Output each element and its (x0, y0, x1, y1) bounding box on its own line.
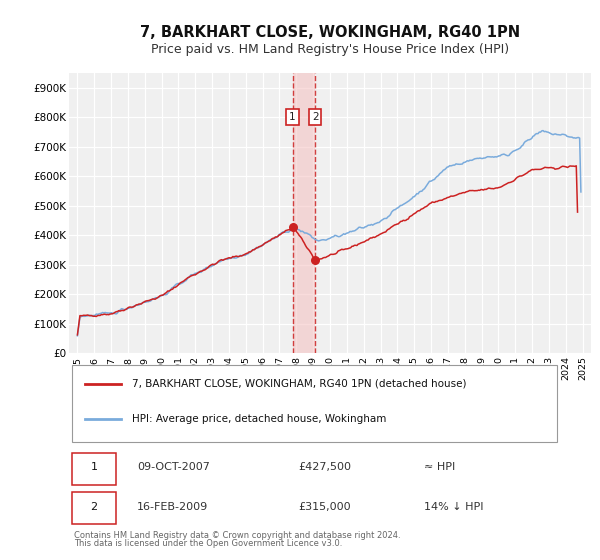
Bar (293, 73, 315, 353)
Text: £427,500: £427,500 (299, 463, 352, 473)
Text: This data is licensed under the Open Government Licence v3.0.: This data is licensed under the Open Gov… (74, 539, 343, 548)
Text: 7, BARKHART CLOSE, WOKINGHAM, RG40 1PN: 7, BARKHART CLOSE, WOKINGHAM, RG40 1PN (140, 25, 520, 40)
Text: 1: 1 (91, 463, 98, 473)
Text: ≈ HPI: ≈ HPI (424, 463, 455, 473)
Text: 2: 2 (312, 112, 319, 122)
FancyBboxPatch shape (71, 365, 557, 442)
FancyBboxPatch shape (71, 492, 116, 524)
Text: £315,000: £315,000 (299, 502, 352, 512)
Text: 09-OCT-2007: 09-OCT-2007 (137, 463, 210, 473)
Text: Price paid vs. HM Land Registry's House Price Index (HPI): Price paid vs. HM Land Registry's House … (151, 43, 509, 55)
Text: 16-FEB-2009: 16-FEB-2009 (137, 502, 208, 512)
Text: 2: 2 (91, 502, 98, 512)
Text: 1: 1 (289, 112, 296, 122)
Text: 14% ↓ HPI: 14% ↓ HPI (424, 502, 484, 512)
FancyBboxPatch shape (71, 452, 116, 485)
Text: 7, BARKHART CLOSE, WOKINGHAM, RG40 1PN (detached house): 7, BARKHART CLOSE, WOKINGHAM, RG40 1PN (… (131, 379, 466, 389)
Text: HPI: Average price, detached house, Wokingham: HPI: Average price, detached house, Woki… (131, 414, 386, 424)
Text: Contains HM Land Registry data © Crown copyright and database right 2024.: Contains HM Land Registry data © Crown c… (74, 531, 401, 540)
